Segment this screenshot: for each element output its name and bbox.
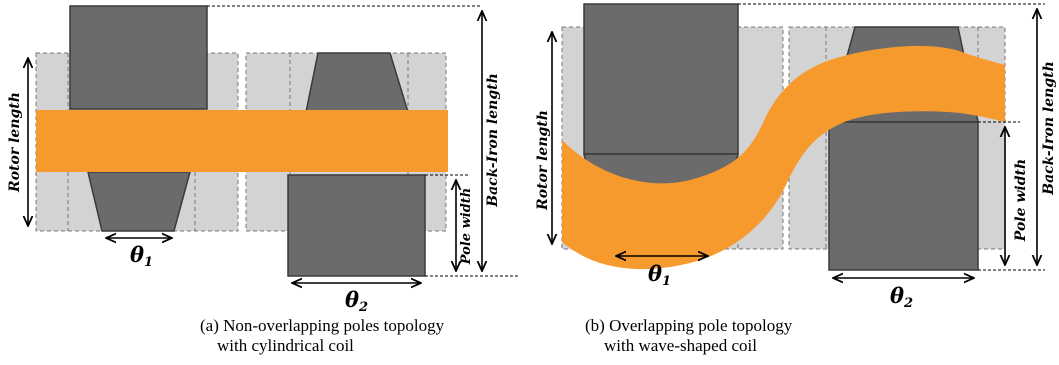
theta1-label-a: θ1 bbox=[130, 242, 153, 270]
caption-a-line1: (a) Non-overlapping poles topology bbox=[200, 316, 445, 335]
caption-a-line2: with cylindrical coil bbox=[217, 336, 354, 355]
pole-width-label-a: Pole width bbox=[459, 188, 474, 266]
rotor-length-label-a: Rotor length bbox=[7, 92, 23, 193]
poles-a bbox=[69, 5, 426, 277]
panel-b: Rotor length Pole width Back-Iron length… bbox=[535, 3, 1057, 355]
back-iron-label-b: Back-Iron length bbox=[1041, 61, 1057, 196]
cylindrical-coil bbox=[36, 110, 448, 172]
bottom-pole-a bbox=[287, 174, 426, 277]
theta2-label-a: θ2 bbox=[345, 287, 368, 315]
trapezoid-pole-a-top bbox=[305, 52, 410, 113]
caption-b-line2: with wave-shaped coil bbox=[604, 336, 757, 355]
wave-shaped-coil bbox=[562, 45, 1005, 270]
top-pole-b bbox=[583, 3, 739, 155]
back-iron-label-a: Back-Iron length bbox=[485, 73, 501, 208]
pole-width-label-b: Pole width bbox=[1013, 159, 1029, 242]
top-pole-a bbox=[69, 5, 208, 110]
theta1-label-b: θ1 bbox=[648, 261, 671, 289]
panel-a: Rotor length Pole width Back-Iron length… bbox=[7, 5, 520, 355]
rotor-length-label-b: Rotor length bbox=[535, 110, 551, 211]
caption-b-line1: (b) Overlapping pole topology bbox=[585, 316, 793, 335]
theta2-label-b: θ2 bbox=[890, 283, 913, 311]
bottom-pole-b bbox=[828, 121, 979, 271]
trapezoid-pole-a-bottom bbox=[87, 171, 191, 232]
